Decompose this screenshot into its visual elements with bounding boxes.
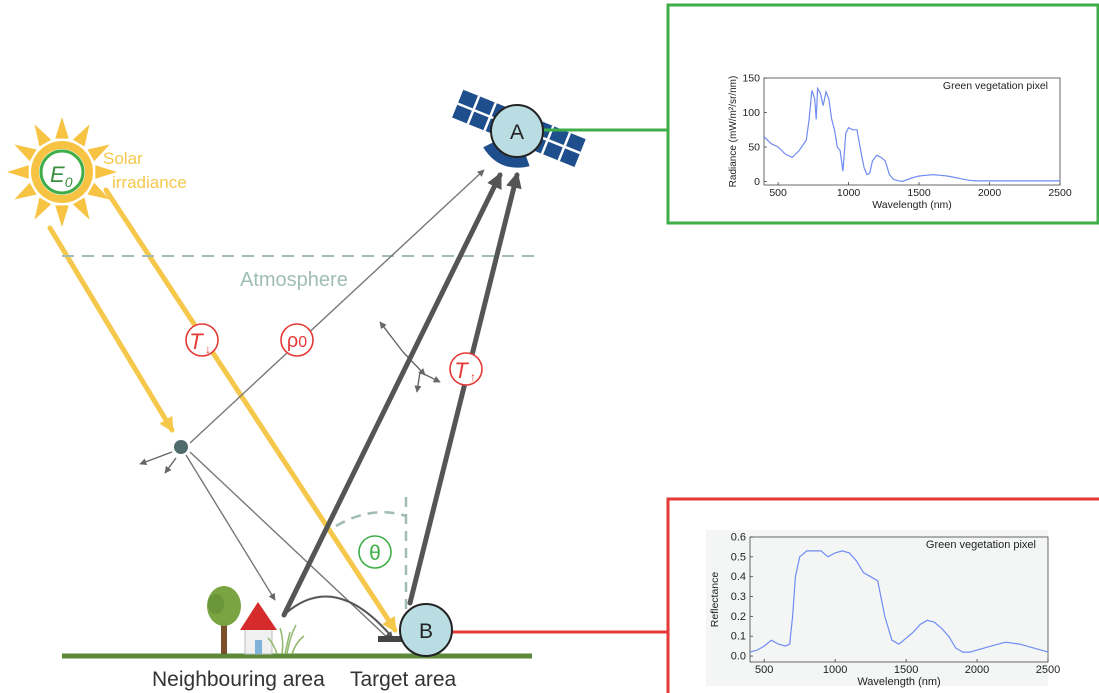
t-up-label: T	[454, 358, 469, 383]
x-tick-label: 2000	[965, 664, 989, 676]
path-target-to-satellite	[407, 171, 522, 606]
y-tick-label: 50	[748, 142, 760, 154]
y-tick-label: 150	[742, 73, 760, 85]
path-rho0	[189, 169, 485, 444]
sun-ray	[14, 144, 37, 162]
sun-ray	[72, 124, 90, 147]
atmospheric-scattering-arrows	[379, 321, 441, 393]
t-down-badge	[185, 323, 219, 357]
angle-arc	[335, 510, 407, 528]
sun-ray	[34, 124, 52, 147]
x-tick-label: 2500	[1048, 187, 1072, 199]
plot-title: Green vegetation pixel	[926, 539, 1036, 551]
path-neighbour-to-target	[284, 595, 393, 638]
y-tick-label: 0.3	[731, 591, 746, 603]
rho0-badge	[280, 323, 314, 357]
scatter-arrow-left	[139, 451, 173, 466]
sun-ray	[14, 182, 37, 200]
x-tick-label: 500	[769, 187, 787, 199]
x-tick-label: 2500	[1036, 664, 1060, 676]
point-a-node	[490, 104, 544, 158]
y-tick-label: 0.2	[731, 611, 746, 623]
e0-label: E0	[50, 162, 73, 190]
x-tick-label: 1000	[837, 187, 861, 199]
t-up-badge	[449, 352, 483, 386]
reflectance-box	[666, 497, 1099, 693]
sun-ray	[55, 117, 69, 139]
point-a-label: A	[510, 121, 524, 144]
y-tick-label: 0.4	[731, 571, 746, 583]
x-tick-label: 1500	[907, 187, 931, 199]
path-neighbour-to-satellite	[281, 172, 503, 618]
path-scatter-to-target	[189, 451, 391, 641]
solar-label-line1: Solar	[103, 149, 143, 168]
radiance-box	[666, 3, 1099, 225]
t-down-label: T	[189, 329, 204, 354]
sun-ray	[87, 182, 110, 200]
x-axis-label: Wavelength (nm)	[872, 199, 952, 211]
y-tick-label: 0.6	[731, 532, 746, 544]
theta-badge	[358, 535, 392, 569]
y-tick-label: 0.0	[731, 651, 746, 663]
grass-icon	[267, 624, 305, 655]
y-tick-label: 100	[742, 107, 760, 119]
reflectance-plot-background	[706, 530, 1048, 686]
y-axis-label: Radiance (mW/m²/sr/nm)	[728, 76, 739, 188]
spectrum-line	[749, 550, 1049, 653]
solar-ray-to-target	[103, 187, 398, 633]
reflectance-plot: 500 1000 1500 2000 2500 0.0 0.1 0.2 0.3 0.4 0.5 0.6…	[709, 532, 1060, 689]
sun-ray	[7, 165, 29, 179]
atmosphere-label: Atmosphere	[240, 269, 348, 291]
t-up-arrow: ↑	[470, 370, 476, 384]
plot-title: Green vegetation pixel	[943, 80, 1048, 92]
t-down-arrow: ↓	[205, 342, 211, 356]
x-tick-label: 500	[755, 664, 773, 676]
solar-label-line2: irradiance	[112, 173, 187, 192]
x-tick-label: 1000	[823, 664, 847, 676]
y-tick-label: 0.5	[731, 551, 746, 563]
y-axis-label: Reflectance	[709, 572, 721, 628]
x-tick-label: 2000	[978, 187, 1002, 199]
rho0-label: ρ0	[287, 330, 307, 352]
spectrum-line	[763, 86, 1060, 183]
plot-frame	[763, 77, 1061, 186]
path-scatter-to-neighbour	[185, 454, 276, 601]
x-tick-label: 1500	[894, 664, 918, 676]
target-patch	[378, 636, 408, 642]
y-tick-label: 0.1	[731, 631, 746, 643]
sun-ray	[55, 205, 69, 227]
target-area-label: Target area	[350, 668, 457, 691]
sun-ray	[72, 197, 90, 220]
sun-ray	[87, 144, 110, 162]
radiance-plot: 500 1000 1500 2000 2500 0 50 100 150 Green vegeta…	[728, 73, 1072, 212]
x-axis-label: Wavelength (nm)	[857, 676, 940, 688]
sun-ray	[34, 197, 52, 220]
y-tick-label: 0	[754, 176, 760, 188]
scatter-point	[174, 440, 188, 454]
point-b-label: B	[419, 620, 433, 643]
sun-ray	[95, 165, 117, 179]
plot-frame	[749, 536, 1049, 663]
solar-ray-to-scatter	[47, 225, 175, 433]
sun-icon	[7, 117, 117, 227]
point-b-node	[399, 603, 453, 657]
house-icon	[240, 602, 277, 655]
scatter-arrow-down	[164, 457, 177, 474]
tree-icon	[207, 586, 241, 654]
theta-label: θ	[369, 542, 381, 565]
neighbouring-area-label: Neighbouring area	[152, 668, 325, 691]
